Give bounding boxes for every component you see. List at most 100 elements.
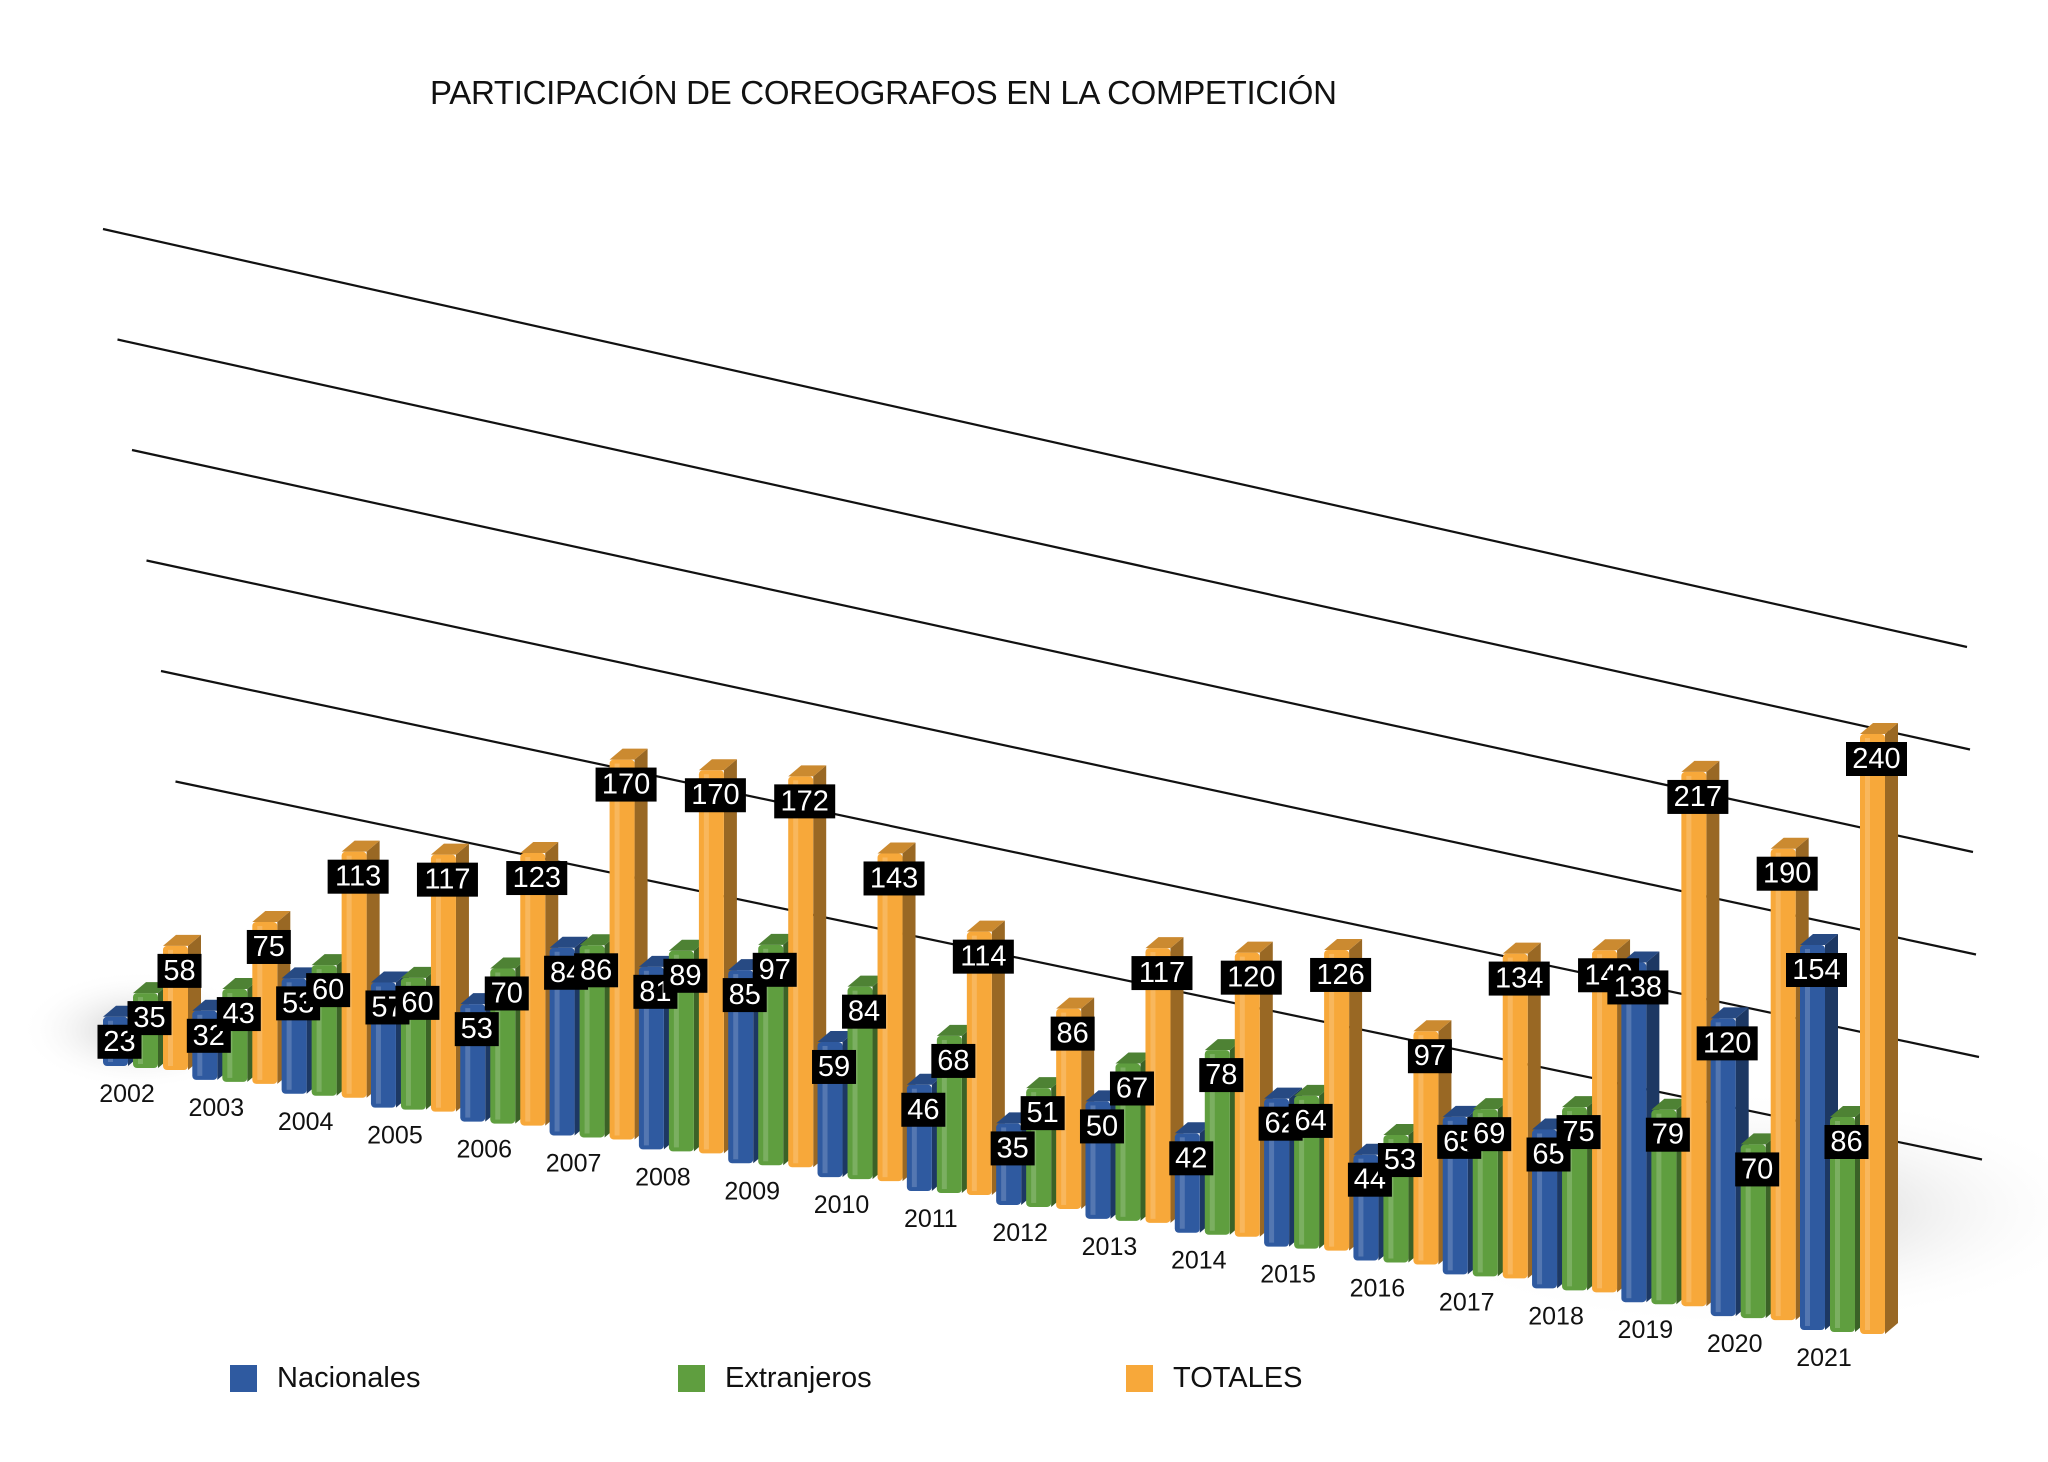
data-label: 53 bbox=[1377, 1143, 1422, 1178]
data-label-bg bbox=[952, 939, 1014, 974]
data-label-bg bbox=[752, 952, 797, 987]
data-labels: 2335583243755360113576011753701238486170… bbox=[97, 742, 1907, 1197]
data-label-bg bbox=[1846, 742, 1907, 776]
data-label-bg bbox=[506, 861, 568, 896]
legend-item-totales[interactable]: TOTALES bbox=[1126, 1362, 1302, 1395]
data-label-bg bbox=[327, 859, 389, 894]
data-label-bg bbox=[774, 784, 836, 819]
data-label-bg bbox=[1735, 1152, 1780, 1187]
bar-highlight bbox=[1447, 1120, 1453, 1271]
data-label: 58 bbox=[157, 953, 202, 988]
bar-front bbox=[1770, 848, 1796, 1321]
bar-top bbox=[1770, 837, 1809, 849]
data-label-bg bbox=[1131, 956, 1193, 991]
data-label-text: 170 bbox=[602, 769, 650, 801]
bar-highlight bbox=[1269, 1102, 1275, 1243]
x-tick-label: 2007 bbox=[546, 1149, 602, 1177]
bar-front bbox=[1740, 1144, 1766, 1319]
data-label-bg bbox=[1377, 1143, 1422, 1178]
data-label-text: 138 bbox=[1614, 971, 1662, 1003]
data-label-text: 143 bbox=[870, 862, 918, 894]
bar-top bbox=[1026, 1077, 1065, 1089]
data-label: 67 bbox=[1109, 1071, 1154, 1106]
data-label-bg bbox=[157, 953, 202, 988]
data-label: 75 bbox=[246, 929, 291, 964]
bar-front bbox=[788, 776, 814, 1168]
data-label-text: 217 bbox=[1674, 781, 1722, 813]
gridline bbox=[175, 780, 1983, 1161]
data-label-text: 46 bbox=[907, 1094, 939, 1126]
bar-top bbox=[1681, 760, 1720, 772]
data-label: 117 bbox=[416, 862, 478, 897]
bar-top bbox=[1294, 1084, 1333, 1096]
legend-item-nacionales[interactable]: Nacionales bbox=[230, 1362, 420, 1395]
chart-title: PARTICIPACIÓN DE COREOGRAFOS EN LA COMPE… bbox=[430, 74, 1337, 111]
x-tick-label: 2006 bbox=[456, 1136, 512, 1164]
data-label: 126 bbox=[1310, 957, 1372, 992]
bar-top bbox=[1413, 1020, 1452, 1032]
x-tick-label: 2018 bbox=[1528, 1302, 1584, 1330]
data-label-text: 67 bbox=[1116, 1072, 1148, 1104]
bar-highlight bbox=[1775, 852, 1781, 1317]
bar-highlight bbox=[375, 986, 381, 1104]
bar-highlight bbox=[1626, 966, 1632, 1299]
bar-highlight bbox=[1805, 949, 1810, 1326]
bar-highlight bbox=[1865, 738, 1870, 1330]
bar-highlight bbox=[584, 949, 590, 1134]
data-label-text: 97 bbox=[1414, 1040, 1446, 1072]
x-tick-label: 2005 bbox=[367, 1122, 423, 1150]
data-label-bg bbox=[1607, 970, 1669, 1005]
bar-highlight bbox=[1507, 957, 1513, 1275]
legend-item-extranjeros[interactable]: Extranjeros bbox=[678, 1362, 872, 1395]
data-label-text: 117 bbox=[1139, 957, 1185, 989]
bar-top bbox=[817, 1030, 856, 1042]
gridline bbox=[160, 669, 1980, 1059]
bar-front bbox=[728, 970, 754, 1164]
x-tick-label: 2015 bbox=[1260, 1261, 1316, 1289]
data-label: 75 bbox=[1556, 1115, 1601, 1150]
bar-front bbox=[609, 759, 635, 1140]
bar-highlight bbox=[1537, 1133, 1543, 1285]
bar-highlight bbox=[911, 1088, 917, 1188]
data-label: 70 bbox=[1735, 1152, 1780, 1187]
bar-top bbox=[1442, 1105, 1481, 1117]
data-label-text: 123 bbox=[513, 862, 561, 894]
legend-label-extranjeros: Extranjeros bbox=[725, 1362, 872, 1394]
data-label: 240 bbox=[1846, 742, 1907, 776]
data-label: 35 bbox=[127, 1001, 172, 1036]
data-label-text: 117 bbox=[424, 864, 470, 896]
bar-front bbox=[549, 947, 575, 1136]
bar-highlight bbox=[286, 982, 292, 1090]
bar-front bbox=[1234, 952, 1260, 1237]
data-label-text: 134 bbox=[1495, 963, 1543, 995]
bar-top bbox=[1234, 941, 1273, 953]
data-label-bg bbox=[1079, 1109, 1124, 1144]
bar-front bbox=[1800, 945, 1825, 1330]
bar-top bbox=[1740, 1133, 1779, 1145]
data-label-text: 120 bbox=[1227, 962, 1275, 994]
bar-top bbox=[638, 955, 677, 967]
data-label-bg bbox=[1488, 961, 1550, 996]
bar-highlight bbox=[1567, 1111, 1573, 1287]
data-label-bg bbox=[395, 985, 440, 1020]
x-tick-label: 2016 bbox=[1350, 1275, 1406, 1303]
data-label: 97 bbox=[752, 952, 797, 987]
data-label-bg bbox=[1696, 1026, 1758, 1061]
data-label: 154 bbox=[1786, 953, 1847, 987]
bar-front bbox=[1324, 949, 1350, 1251]
legend-swatch-extranjeros bbox=[678, 1365, 705, 1392]
data-label: 69 bbox=[1467, 1117, 1512, 1152]
data-label: 114 bbox=[952, 939, 1014, 974]
data-label-text: 240 bbox=[1852, 743, 1900, 775]
bar-top bbox=[370, 971, 409, 983]
data-label-text: 60 bbox=[312, 974, 344, 1006]
bar-top bbox=[1502, 942, 1541, 954]
bar-front bbox=[1056, 1008, 1082, 1209]
bar-highlight bbox=[1329, 953, 1335, 1247]
data-label: 42 bbox=[1169, 1141, 1214, 1176]
data-label-bg bbox=[1556, 1115, 1601, 1150]
bar-top bbox=[163, 934, 201, 946]
bar-front bbox=[847, 986, 873, 1180]
data-label: 53 bbox=[454, 1012, 499, 1047]
data-label-bg bbox=[1050, 1016, 1095, 1051]
